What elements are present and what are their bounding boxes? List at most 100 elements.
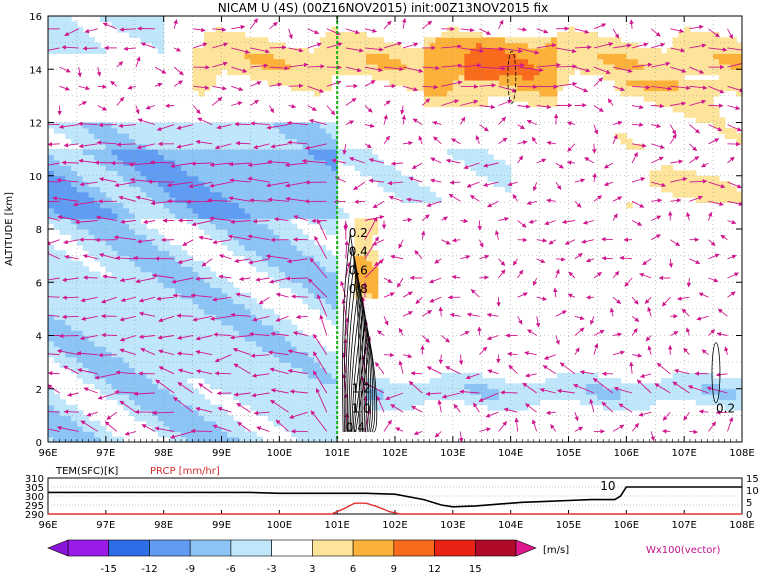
u-shade-cell (94, 282, 101, 289)
u-shade-cell (290, 415, 298, 422)
u-shade-cell (129, 410, 136, 416)
u-shade-cell (111, 202, 118, 209)
u-shade-cell (65, 282, 72, 289)
u-shade-cell (493, 378, 500, 384)
u-shade-cell (296, 378, 304, 384)
u-shade-cell (452, 95, 460, 102)
u-shade-cell (186, 218, 194, 225)
u-shade-cell (117, 170, 124, 177)
u-shade-cell (181, 143, 188, 150)
u-shade-cell (238, 63, 246, 70)
u-shade-cell (516, 95, 523, 102)
wind-vector (133, 255, 156, 261)
u-shade-cell (325, 133, 332, 140)
u-shade-cell (730, 74, 737, 81)
u-shade-cell (204, 181, 211, 187)
u-shade-cell (499, 378, 506, 384)
u-shade-cell (331, 319, 338, 326)
u-shade-cell (331, 356, 338, 363)
u-shade-cell (221, 324, 228, 331)
u-shade-cell (65, 42, 72, 49)
u-shade-cell (123, 324, 130, 331)
u-shade-cell (661, 378, 668, 384)
u-shade-cell (262, 37, 269, 44)
u-shade-cell (198, 90, 205, 97)
u-shade-cell (585, 399, 593, 406)
u-shade-cell (227, 58, 234, 65)
u-shade-cell (354, 229, 361, 235)
u-shade-cell (447, 69, 454, 76)
u-shade-cell (59, 37, 66, 44)
u-shade-cell (661, 186, 668, 193)
chart-title: NICAM U (4S) (00Z16NOV2015) init:00Z13NO… (218, 1, 548, 15)
u-shade-cell (290, 410, 298, 416)
wind-vector (632, 353, 643, 358)
wind-vector (383, 20, 392, 30)
u-shade-cell (256, 362, 263, 368)
u-shade-cell (707, 42, 714, 49)
u-shade-cell (476, 378, 483, 384)
u-shade-cell (395, 394, 402, 400)
u-shade-cell (279, 218, 286, 225)
u-shade-cell (591, 37, 598, 44)
u-shade-cell (412, 186, 419, 193)
u-shade-cell (429, 197, 437, 203)
u-shade-cell (273, 335, 280, 342)
u-shade-cell (314, 181, 321, 187)
u-shade-cell (273, 362, 280, 368)
u-shade-cell (400, 197, 408, 203)
u-shade-cell (366, 154, 373, 161)
u-shade-cell (59, 175, 66, 182)
u-shade-cell (366, 378, 373, 384)
u-shade-cell (198, 170, 205, 177)
u-shade-cell (88, 165, 95, 171)
u-shade-cell (273, 127, 280, 134)
u-shade-cell (186, 420, 194, 427)
u-shade-cell (163, 420, 171, 427)
u-shade-cell (302, 340, 309, 347)
u-shade-cell (412, 191, 419, 198)
u-shade-cell (250, 250, 257, 257)
u-shade-cell (192, 431, 199, 438)
u-shade-cell (175, 394, 182, 400)
wind-vector (593, 105, 604, 112)
u-shade-cell (244, 330, 251, 337)
u-shade-cell (730, 79, 737, 86)
u-shade-cell (649, 85, 656, 92)
u-shade-cell (510, 58, 518, 65)
u-shade-cell (175, 186, 182, 193)
u-shade-cell (684, 69, 691, 76)
u-shade-cell (331, 53, 338, 60)
u-shade-cell (325, 159, 332, 166)
u-shade-cell (695, 95, 703, 102)
u-shade-cell (59, 21, 66, 28)
u-shade-cell (308, 378, 315, 384)
u-shade-cell (597, 394, 604, 400)
u-shade-cell (65, 351, 72, 358)
u-shade-cell (209, 426, 217, 432)
u-shade-cell (192, 324, 199, 331)
u-shade-cell (736, 48, 742, 54)
u-shade-cell (129, 271, 136, 278)
wind-vector (651, 181, 667, 188)
u-shade-cell (290, 133, 298, 140)
u-shade-cell (273, 388, 280, 395)
u-shade-cell (140, 197, 147, 203)
u-shade-cell (227, 378, 234, 384)
u-shade-cell (476, 101, 483, 108)
u-shade-cell (435, 101, 442, 108)
u-shade-cell (140, 207, 147, 214)
wind-vector (460, 254, 471, 260)
wind-vector (102, 274, 117, 279)
u-shade-cell (632, 388, 639, 395)
u-shade-cell (302, 213, 309, 219)
u-shade-cell (59, 229, 66, 235)
u-shade-cell (273, 330, 280, 337)
u-shade-cell (533, 90, 541, 97)
u-shade-cell (383, 58, 390, 65)
u-shade-cell (308, 372, 315, 379)
wind-vector (536, 296, 548, 301)
u-shade-cell (238, 399, 246, 406)
wind-vector (524, 350, 537, 356)
u-shade-cell (707, 197, 714, 203)
